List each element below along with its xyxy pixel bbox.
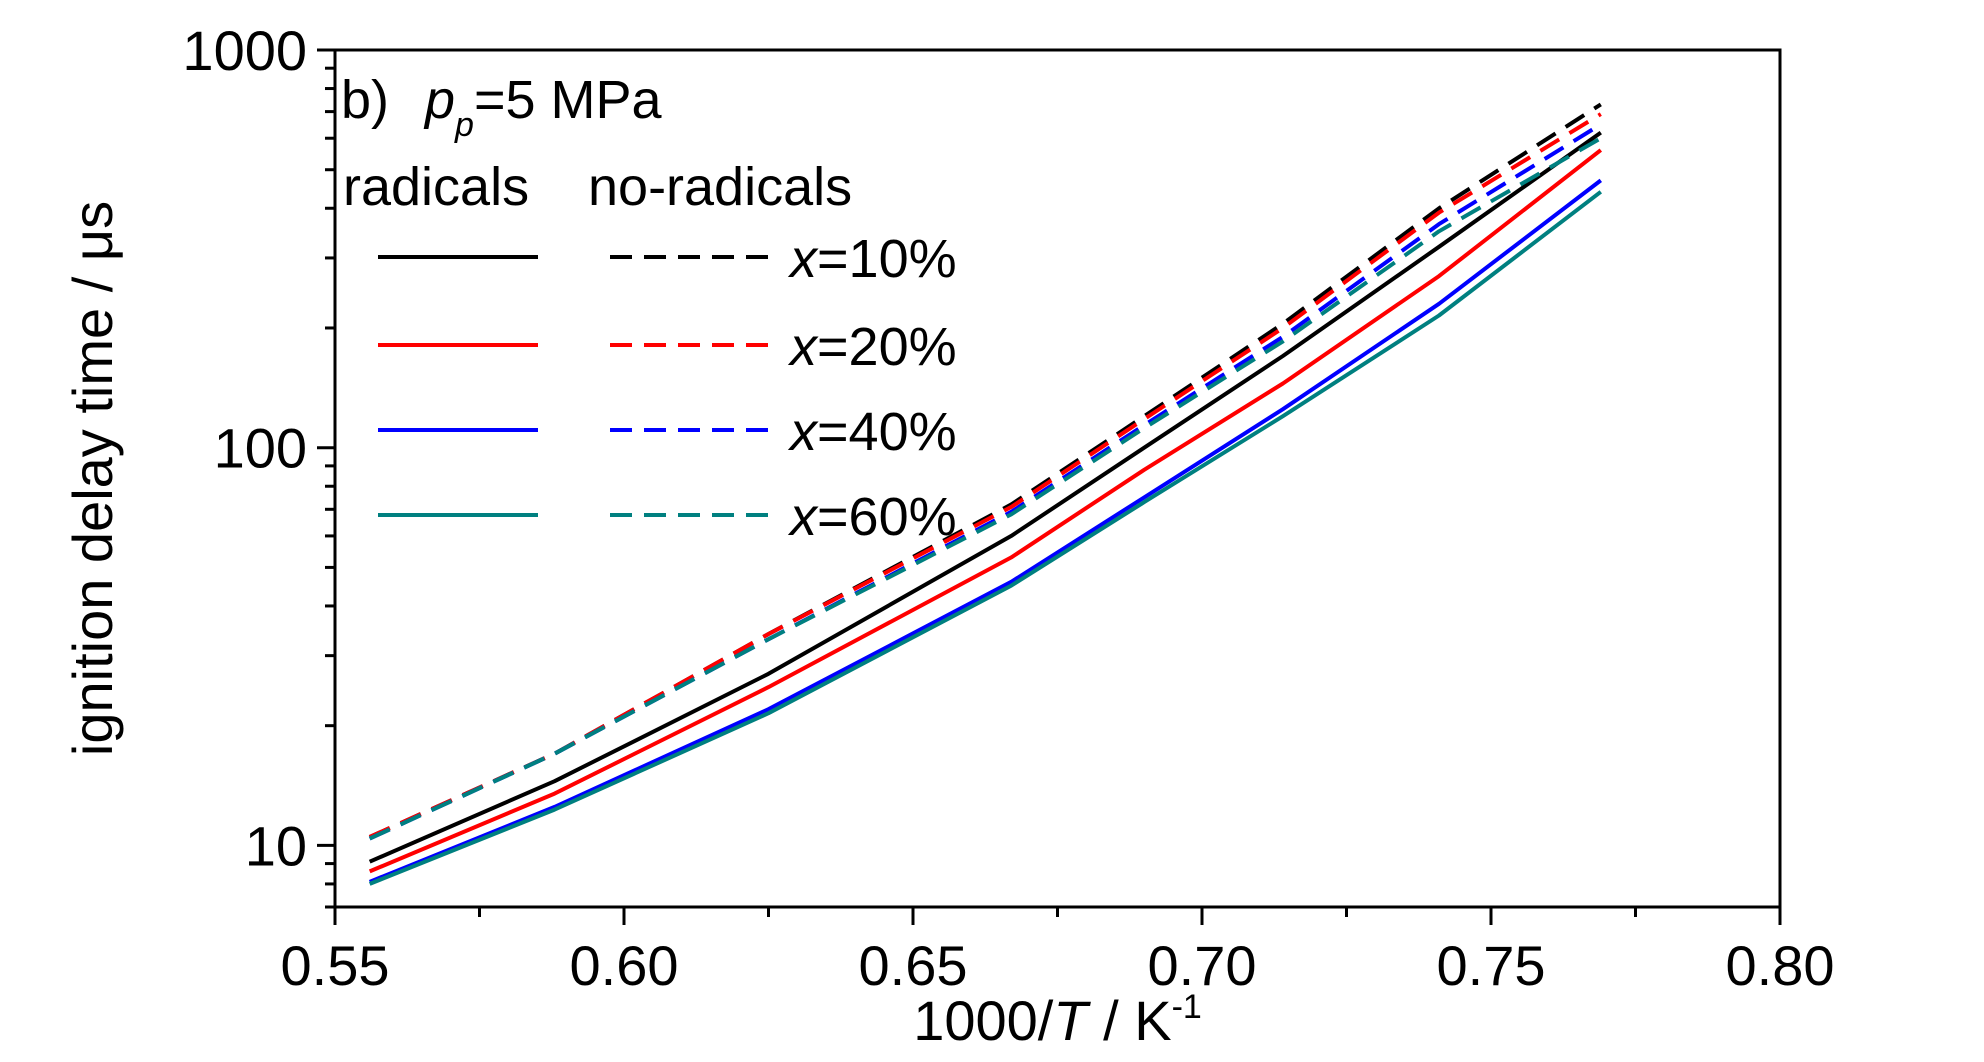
- legend-header-no-radicals: no-radicals: [588, 157, 852, 217]
- axis-ticks-layer: [317, 48, 1782, 925]
- x-tick-label: 0.65: [859, 934, 968, 997]
- radicals-line-x40: [368, 178, 1603, 884]
- radicals-line-x10: [368, 130, 1602, 864]
- series-layer: [368, 102, 1603, 886]
- legend-header-radicals: radicals: [343, 157, 529, 217]
- no-radicals-line-x10: [368, 102, 1602, 839]
- y-axis-title: ignition delay time / μs: [61, 201, 124, 756]
- x-tick-label: 0.75: [1437, 934, 1546, 997]
- x-tick-label: 0.70: [1148, 934, 1257, 997]
- legend-entry-label: x=60%: [787, 487, 957, 547]
- no-radicals-line-x60: [368, 136, 1602, 841]
- radicals-line-x20: [368, 148, 1603, 874]
- pressure-annotation: pp=5 MPa: [423, 70, 663, 144]
- legend-entry-label: x=10%: [787, 229, 957, 289]
- panel-label: b): [341, 70, 389, 130]
- x-tick-label: 0.80: [1726, 934, 1835, 997]
- no-radicals-line-x20: [368, 112, 1602, 839]
- legend: radicals no-radicals x=10% x=20% x=40% x=60…: [343, 157, 957, 547]
- legend-entry-label: x=40%: [787, 402, 957, 462]
- x-tick-label: 0.55: [281, 934, 390, 997]
- y-tick-label: 10: [245, 814, 307, 877]
- legend-entries: x=10% x=20% x=40% x=60%: [378, 229, 957, 547]
- x-tick-label: 0.60: [570, 934, 679, 997]
- y-tick-label: 100: [214, 417, 307, 480]
- tick-labels-layer: 0.55 0.60 0.65 0.70 0.75 0.80 10 100 1000: [182, 19, 1834, 997]
- x-axis-title: 1000/T / K-1: [913, 988, 1202, 1052]
- legend-entry-label: x=20%: [787, 317, 957, 377]
- radicals-line-x60: [368, 190, 1603, 886]
- y-tick-label: 1000: [182, 19, 307, 82]
